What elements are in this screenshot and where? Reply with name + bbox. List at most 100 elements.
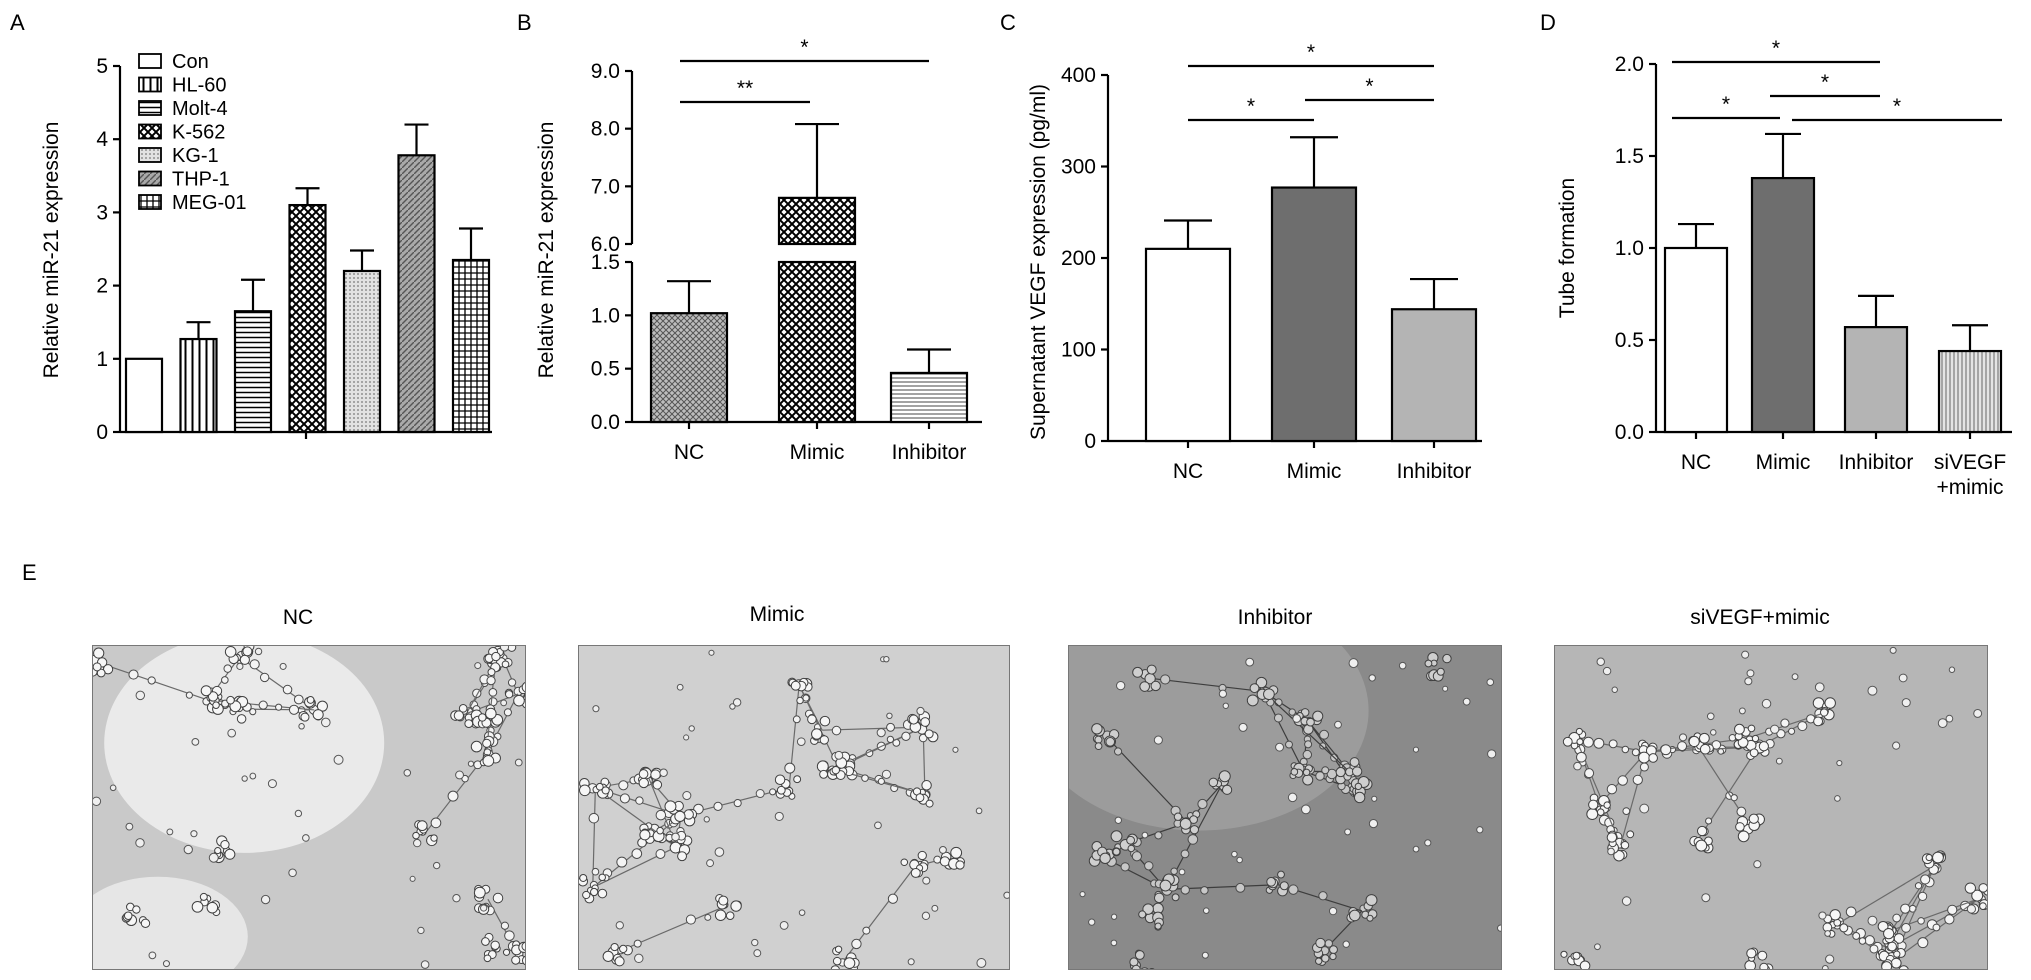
micrograph-cell	[1775, 757, 1783, 765]
micrograph-cell	[1127, 844, 1135, 853]
micrograph-cell	[1275, 742, 1285, 752]
micrograph-cell	[1638, 751, 1651, 764]
micrograph-cell	[590, 887, 599, 897]
micrograph-cell	[224, 646, 237, 658]
micrograph-cell	[306, 696, 315, 704]
chart-d-bar	[1750, 176, 1816, 434]
micrograph-cell	[458, 704, 468, 713]
micrograph-cell	[1579, 960, 1591, 969]
micrograph-shade	[1069, 646, 1369, 831]
micrograph-cell	[523, 692, 525, 698]
micrograph-cell	[1486, 678, 1495, 687]
micrograph-cell	[135, 690, 146, 701]
micrograph-cell	[1744, 677, 1753, 686]
micrograph-cell	[300, 712, 310, 722]
micrograph-cell	[1710, 729, 1717, 736]
micrograph-cell	[952, 746, 959, 753]
micrograph-cell	[403, 769, 412, 777]
chart-b-y-tick-label: 0.0	[591, 411, 620, 434]
micrograph-cell	[682, 791, 692, 801]
micrograph-cell	[1814, 682, 1825, 693]
micrograph-cell	[420, 960, 430, 969]
micrograph-cell	[1562, 736, 1573, 747]
micrograph-cell	[1584, 768, 1595, 779]
micrograph-cell	[1348, 658, 1359, 669]
micrograph-cell	[464, 719, 474, 729]
micrograph-cell	[1202, 907, 1210, 914]
chart-d: 0.0 0.5 1.0 1.5 2.0 Tube formation NC Mimic Inhi…	[1556, 37, 2012, 499]
micrograph-cell	[579, 784, 591, 797]
micrograph-cell	[633, 939, 642, 948]
micrograph-cell	[492, 892, 504, 904]
micrograph-cell	[1366, 914, 1374, 922]
chart-b-y-tick-label: 9.0	[591, 60, 620, 83]
micrograph-cell	[259, 672, 270, 683]
micrograph-cell	[1818, 911, 1827, 920]
micrograph-cell	[1746, 669, 1755, 678]
micrograph-cell	[1263, 688, 1275, 701]
micrograph-cell	[1328, 906, 1338, 916]
micrograph-cell	[921, 780, 932, 791]
micrograph-cell	[480, 904, 488, 912]
micrograph-cell	[1858, 937, 1867, 945]
micrograph-cell	[1302, 774, 1314, 786]
chart-a-y-axis-label: Relative miR-21 expression	[40, 122, 63, 379]
micrograph-cell	[881, 769, 892, 779]
micrograph-cell	[298, 723, 305, 730]
micrograph-cell	[950, 846, 963, 859]
micrograph-cell	[1730, 794, 1738, 802]
micrograph-cell	[1110, 830, 1123, 843]
chart-b-y-tick-label: 0.5	[591, 358, 620, 381]
chart-a-legend-swatch	[138, 76, 162, 93]
micrograph-cell	[191, 737, 200, 746]
micrograph-title-inhibitor: Inhibitor	[1237, 606, 1313, 629]
chart-b-significance-label: *	[800, 36, 808, 59]
micrograph-cell	[876, 728, 886, 738]
micrograph-cell	[1706, 712, 1715, 721]
micrograph-cell	[1887, 941, 1897, 952]
micrograph-cell	[683, 734, 690, 741]
micrograph-cell	[634, 953, 644, 964]
micrograph-cell	[796, 737, 806, 747]
micrograph-cell	[1869, 944, 1879, 954]
micrograph-cell	[1780, 718, 1790, 728]
chart-a-legend-swatch	[138, 123, 162, 140]
micrograph-cell	[249, 659, 260, 670]
micrograph-cell	[1788, 727, 1796, 735]
micrograph-cell	[1094, 735, 1103, 744]
chart-b-bar	[649, 312, 729, 424]
micrograph-cell	[796, 696, 804, 705]
chart-d-x-tick-label: Mimic	[1756, 451, 1811, 474]
panel-letter-b: B	[517, 10, 532, 35]
micrograph-cell	[834, 945, 843, 953]
micrograph-cell	[1677, 741, 1688, 752]
chart-c-y-tick-label: 0	[1084, 430, 1096, 453]
micrograph-cell	[1312, 710, 1324, 722]
micrograph-cell	[1867, 685, 1878, 696]
micrograph-cell	[1351, 766, 1363, 777]
panel-letter-c: C	[1000, 10, 1016, 35]
micrograph-cell	[1159, 879, 1172, 892]
micrograph-cell	[685, 914, 696, 925]
micrograph-cell	[582, 890, 591, 900]
micrograph-cell	[487, 668, 496, 677]
micrograph-cell	[1770, 724, 1780, 734]
micrograph-cell	[206, 901, 219, 914]
micrograph-cell	[1867, 915, 1878, 926]
micrograph-cell	[1920, 874, 1931, 885]
micrograph-cell	[1836, 759, 1843, 767]
micrograph-cell	[1173, 812, 1183, 821]
micrograph-cell	[908, 714, 919, 725]
micrograph-cell	[1285, 740, 1293, 749]
micrograph-cell	[1091, 723, 1103, 735]
micrograph-cell	[413, 838, 422, 848]
micrograph-title-sivegf-mimic: siVEGF+mimic	[1690, 606, 1830, 629]
micrograph-cell	[430, 834, 438, 842]
chart-d-bar	[1663, 246, 1729, 434]
micrograph-cell	[955, 860, 965, 870]
micrograph-cell	[776, 785, 786, 795]
micrograph-cell	[1315, 957, 1323, 965]
micrograph-cell	[1368, 674, 1376, 682]
micrograph-cell	[887, 893, 899, 904]
micrograph-cell	[93, 662, 102, 672]
